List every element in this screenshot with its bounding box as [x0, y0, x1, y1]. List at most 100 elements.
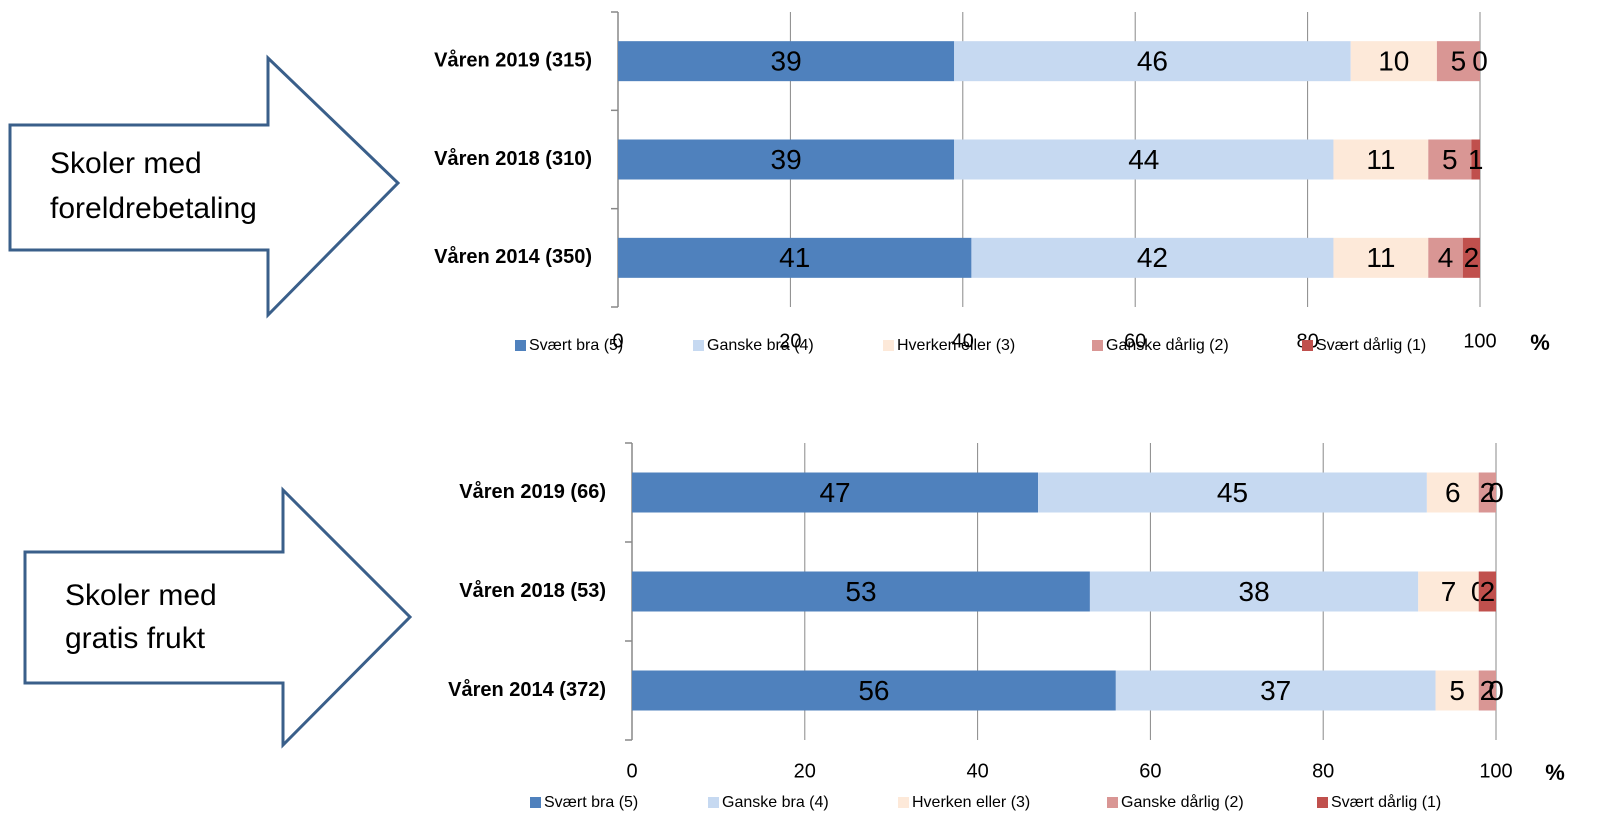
- data-label: 39: [771, 46, 802, 77]
- legend-label: Svært dårlig (1): [1331, 793, 1441, 811]
- bar-segment: [1350, 41, 1437, 82]
- y-tick-label: Våren 2018 (53): [459, 579, 606, 602]
- data-label: 7: [1441, 576, 1457, 607]
- data-label: 37: [1260, 675, 1291, 706]
- bar-segment: [1436, 41, 1480, 82]
- x-tick-label: 60: [1139, 760, 1161, 782]
- legend-label: Ganske bra (4): [722, 794, 829, 811]
- bar-segment: [1462, 237, 1480, 278]
- bar-segment: [1333, 139, 1429, 180]
- y-tick-label: Våren 2019 (66): [459, 480, 606, 503]
- data-label: 5: [1449, 675, 1465, 706]
- bar-segment: [1115, 670, 1436, 711]
- data-label: 2: [1480, 675, 1496, 706]
- legend-swatch: [515, 340, 526, 351]
- bar-segment: [954, 139, 1334, 180]
- legend-swatch: [530, 797, 541, 808]
- y-tick-label: Våren 2018 (310): [434, 147, 592, 170]
- bar-segment: [971, 237, 1334, 278]
- x-tick-label: 80: [1312, 760, 1334, 782]
- data-label: 46: [1137, 46, 1168, 77]
- x-tick-label: 0: [626, 760, 637, 782]
- annotation: foreldrebetaling: [50, 192, 257, 225]
- bar-segment: [1333, 237, 1429, 278]
- y-tick-label: Våren 2019 (315): [434, 48, 592, 71]
- legend-swatch: [898, 797, 909, 808]
- x-tick-label: 40: [952, 330, 974, 352]
- annotation: Skoler med: [65, 579, 217, 612]
- bar-segment: [1089, 571, 1419, 612]
- data-label: 11: [1366, 144, 1395, 175]
- x-tick-label: 100: [1463, 330, 1496, 352]
- data-label: 11: [1366, 242, 1395, 273]
- legend-swatch: [708, 797, 719, 808]
- legend-swatch: [883, 340, 894, 351]
- bar-segment: [1428, 237, 1463, 278]
- x-tick-label: 20: [779, 330, 801, 352]
- x-tick-label: 100: [1479, 760, 1512, 782]
- data-label: 5: [1442, 144, 1458, 175]
- bar-segment: [954, 41, 1351, 82]
- bar-segment: [1471, 139, 1480, 180]
- data-label: 39: [771, 144, 802, 175]
- data-label: 41: [779, 242, 810, 273]
- data-label: 47: [819, 477, 850, 508]
- x-tick-label: 20: [794, 760, 816, 782]
- annotation: Skoler med: [50, 147, 202, 180]
- data-label: 53: [845, 576, 876, 607]
- legend-swatch: [693, 340, 704, 351]
- x-tick-label: 0: [612, 330, 623, 352]
- data-label: 10: [1378, 46, 1409, 77]
- data-label: 0: [1472, 46, 1488, 77]
- legend-swatch: [1092, 340, 1103, 351]
- legend-label: Svært bra (5): [544, 794, 638, 811]
- bar-segment: [1435, 670, 1479, 711]
- data-label: 38: [1239, 576, 1270, 607]
- data-label: 6: [1445, 477, 1461, 508]
- data-label: 56: [858, 675, 889, 706]
- legend-label: Hverken eller (3): [897, 337, 1015, 354]
- legend-label: Svært bra (5): [529, 337, 623, 354]
- data-label: 44: [1128, 144, 1159, 175]
- bar-segment: [618, 41, 955, 82]
- data-label: 0: [1488, 477, 1504, 508]
- data-label: 45: [1217, 477, 1248, 508]
- data-label: 2: [1464, 242, 1480, 273]
- y-tick-label: Våren 2014 (350): [434, 245, 592, 268]
- bar-segment: [1478, 571, 1496, 612]
- bar-segment: [1478, 670, 1496, 711]
- data-label: 42: [1137, 242, 1168, 273]
- data-label: 5: [1451, 46, 1467, 77]
- legend-label: Ganske dårlig (2): [1106, 336, 1229, 354]
- bar-segment: [632, 472, 1039, 513]
- arrow: [8, 54, 401, 319]
- data-label: 2: [1480, 576, 1496, 607]
- bar-segment: [1038, 472, 1427, 513]
- bar-segment: [618, 139, 955, 180]
- x-axis-label: %: [1545, 760, 1565, 785]
- bar-segment: [1418, 571, 1479, 612]
- arrow: [23, 486, 413, 749]
- legend-label: Hverken eller (3): [912, 794, 1030, 811]
- data-label: 0: [1488, 675, 1504, 706]
- legend-swatch: [1302, 340, 1313, 351]
- bar-segment: [618, 237, 972, 278]
- x-tick-label: 40: [966, 760, 988, 782]
- annotation: gratis frukt: [65, 622, 206, 655]
- x-tick-label: 60: [1124, 330, 1146, 352]
- data-label: 1: [1468, 144, 1484, 175]
- x-axis-label: %: [1530, 330, 1550, 355]
- legend-swatch: [1317, 797, 1328, 808]
- bar-segment: [1478, 472, 1496, 513]
- bar-segment: [632, 670, 1116, 711]
- bar-segment: [632, 571, 1090, 612]
- legend-label: Svært dårlig (1): [1316, 336, 1426, 354]
- data-label: 4: [1438, 242, 1454, 273]
- legend-label: Ganske bra (4): [707, 337, 814, 354]
- legend-swatch: [1107, 797, 1118, 808]
- bar-segment: [1426, 472, 1479, 513]
- bar-segment: [1428, 139, 1472, 180]
- legend-label: Ganske dårlig (2): [1121, 793, 1244, 811]
- data-label: 2: [1480, 477, 1496, 508]
